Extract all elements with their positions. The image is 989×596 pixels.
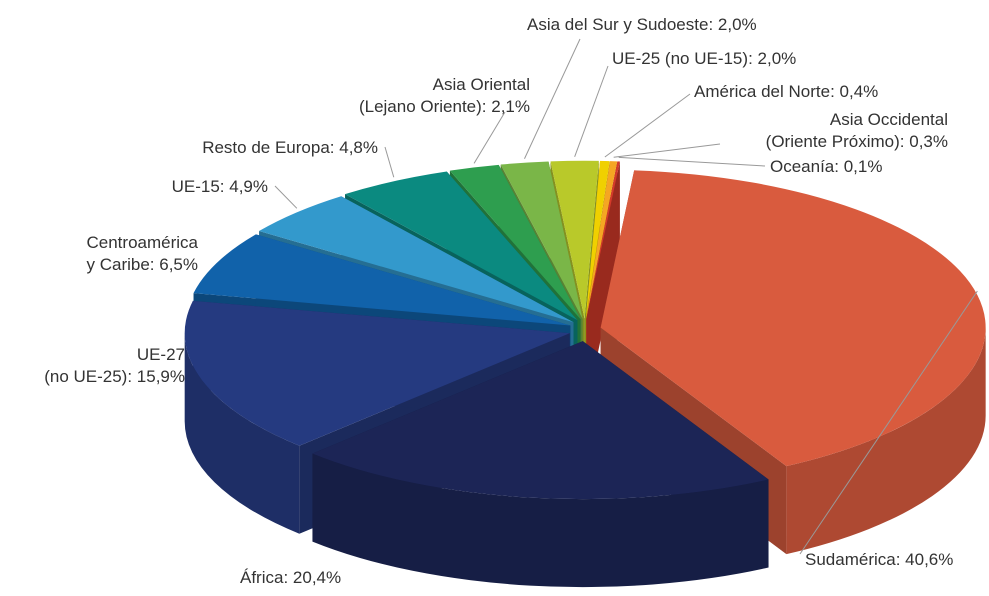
slice-label: Oceanía: 0,1%: [770, 157, 882, 176]
pie-slice: [586, 161, 618, 319]
label-separator: :: [708, 15, 717, 34]
leader-line: [613, 143, 721, 158]
slice-side: [184, 333, 300, 534]
leader-line: [799, 290, 978, 555]
slice-side: [312, 453, 769, 588]
label-separator: :: [150, 255, 159, 274]
pie-slice: [500, 161, 583, 319]
value-label: 0,1%: [844, 157, 883, 176]
category-name: y Caribe: [86, 255, 149, 274]
leader-line: [618, 156, 766, 167]
slice-label: Centroamérica: [87, 233, 199, 252]
category-name: UE-27: [137, 345, 185, 364]
category-name: Centroamérica: [87, 233, 199, 252]
value-label: 0,4%: [840, 82, 879, 101]
value-label: 4,8%: [339, 138, 378, 157]
slice-label: UE-15: 4,9%: [172, 177, 268, 196]
leader-line: [574, 65, 609, 158]
value-label: 2,0%: [718, 15, 757, 34]
category-name: Sudamérica: [805, 550, 896, 569]
leader-line: [524, 38, 581, 159]
pie-slice: [449, 164, 581, 320]
slice-label: (no UE-25): 15,9%: [44, 367, 185, 386]
pie-slice: [345, 171, 578, 321]
value-label: 4,9%: [229, 177, 268, 196]
category-name: UE-15: [172, 177, 220, 196]
pie-slice: [312, 341, 769, 500]
pie-slice: [600, 170, 986, 467]
label-separator: :: [830, 82, 839, 101]
value-label: 2,0%: [758, 49, 797, 68]
category-name: (Oriente Próximo): [766, 132, 900, 151]
slice-label: Asia Oriental: [433, 75, 530, 94]
label-separator: :: [283, 568, 292, 587]
category-name: Asia del Sur y Sudoeste: [527, 15, 708, 34]
leader-line: [473, 111, 506, 164]
category-name: (no UE-25): [44, 367, 127, 386]
value-label: 40,6%: [905, 550, 953, 569]
slice-label: África: 20,4%: [240, 568, 341, 587]
slice-label: Asia del Sur y Sudoeste: 2,0%: [527, 15, 757, 34]
slice-side: [786, 327, 986, 555]
pie-slice: [184, 300, 570, 446]
label-separator: :: [900, 132, 909, 151]
category-name: (Lejano Oriente): [359, 97, 482, 116]
category-name: Resto de Europa: [202, 138, 330, 157]
slice-label: Resto de Europa: 4,8%: [202, 138, 378, 157]
pie-slice: [259, 196, 574, 323]
category-name: Asia Oriental: [433, 75, 530, 94]
label-separator: :: [896, 550, 905, 569]
category-name: Asia Occidental: [830, 110, 948, 129]
pie-slice: [193, 234, 571, 326]
slice-label: y Caribe: 6,5%: [86, 255, 198, 274]
label-separator: :: [220, 177, 229, 196]
slice-label: Asia Occidental: [830, 110, 948, 129]
label-separator: :: [330, 138, 339, 157]
pie-slice: [586, 161, 620, 319]
slice-label: América del Norte: 0,4%: [694, 82, 878, 101]
value-label: 6,5%: [159, 255, 198, 274]
value-label: 2,1%: [491, 97, 530, 116]
category-name: América del Norte: [694, 82, 830, 101]
value-label: 0,3%: [909, 132, 948, 151]
leader-line: [604, 93, 691, 158]
slice-cut-face: [586, 161, 620, 407]
value-label: 20,4%: [293, 568, 341, 587]
slice-label: UE-27: [137, 345, 185, 364]
category-name: África: [240, 568, 284, 587]
slice-label: (Oriente Próximo): 0,3%: [766, 132, 948, 151]
pie-slice: [585, 160, 610, 319]
value-label: 15,9%: [137, 367, 185, 386]
category-name: UE-25 (no UE-15): [612, 49, 748, 68]
leader-line: [274, 185, 298, 209]
category-name: Oceanía: [770, 157, 835, 176]
slice-label: UE-25 (no UE-15): 2,0%: [612, 49, 796, 68]
label-separator: :: [127, 367, 136, 386]
label-separator: :: [748, 49, 757, 68]
pie-slice: [550, 160, 599, 319]
leader-line: [384, 146, 395, 178]
slice-label: Sudamérica: 40,6%: [805, 550, 953, 569]
slice-label: (Lejano Oriente): 2,1%: [359, 97, 530, 116]
label-separator: :: [834, 157, 843, 176]
label-separator: :: [482, 97, 491, 116]
